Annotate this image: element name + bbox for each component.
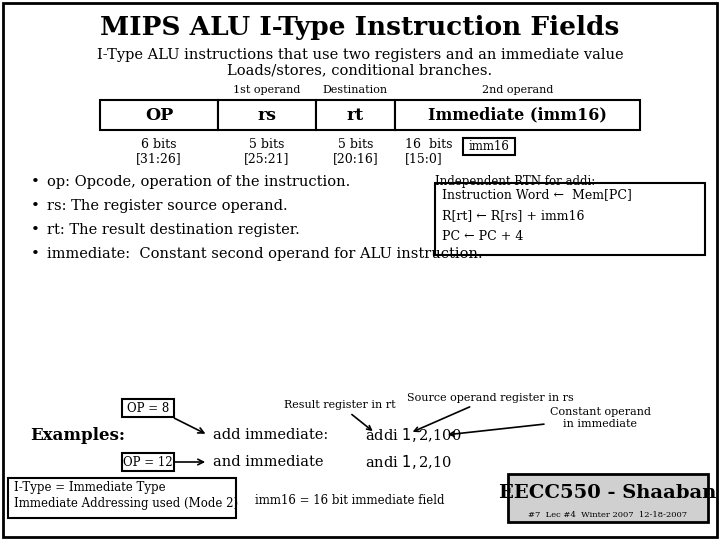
Text: Instruction Word ←  Mem[PC]: Instruction Word ← Mem[PC]	[442, 188, 632, 201]
Text: Loads/stores, conditional branches.: Loads/stores, conditional branches.	[228, 63, 492, 77]
Text: 5 bits: 5 bits	[249, 138, 284, 151]
Text: [25:21]: [25:21]	[244, 152, 289, 165]
Text: Immediate Addressing used (Mode 2): Immediate Addressing used (Mode 2)	[14, 497, 238, 510]
Text: [20:16]: [20:16]	[333, 152, 378, 165]
Text: 5 bits: 5 bits	[338, 138, 373, 151]
Text: [31:26]: [31:26]	[136, 152, 181, 165]
Bar	[100, 100, 218, 130]
Text: Immediate (imm16): Immediate (imm16)	[428, 106, 607, 124]
Text: PC ← PC + 4: PC ← PC + 4	[442, 231, 523, 244]
Bar	[218, 100, 316, 130]
Bar	[435, 183, 705, 255]
Text: Source operand register in rs: Source operand register in rs	[407, 393, 573, 431]
Text: 2nd operand: 2nd operand	[482, 85, 553, 95]
Text: rt: The result destination register.: rt: The result destination register.	[47, 223, 300, 237]
Text: I-Type = Immediate Type: I-Type = Immediate Type	[14, 482, 166, 495]
Text: add immediate:: add immediate:	[213, 428, 328, 442]
Text: MIPS ALU I-Type Instruction Fields: MIPS ALU I-Type Instruction Fields	[100, 16, 620, 40]
Text: imm16: imm16	[468, 140, 509, 153]
Bar	[395, 100, 640, 130]
Text: Constant operand
in immediate: Constant operand in immediate	[449, 407, 650, 436]
Text: rs: rs	[258, 106, 276, 124]
Text: rs: The register source operand.: rs: The register source operand.	[47, 199, 287, 213]
Text: 16  bits: 16 bits	[405, 138, 452, 151]
Bar	[122, 399, 174, 417]
Text: OP: OP	[145, 106, 173, 124]
Text: and immediate: and immediate	[213, 455, 323, 469]
Text: Destination: Destination	[323, 85, 388, 95]
Text: R[rt] ← R[rs] + imm16: R[rt] ← R[rs] + imm16	[442, 210, 585, 222]
Bar	[8, 478, 236, 518]
Text: addi $1,$2,100: addi $1,$2,100	[365, 426, 462, 444]
Text: #7  Lec #4  Winter 2007  12-18-2007: #7 Lec #4 Winter 2007 12-18-2007	[528, 511, 688, 519]
Text: OP = 12: OP = 12	[123, 456, 173, 469]
Text: andi $1,$2,10: andi $1,$2,10	[365, 453, 452, 471]
Text: imm16 = 16 bit immediate field: imm16 = 16 bit immediate field	[255, 494, 444, 507]
Bar	[462, 138, 515, 155]
Bar	[316, 100, 395, 130]
Text: •: •	[30, 199, 40, 213]
Text: [15:0]: [15:0]	[405, 152, 442, 165]
Text: I-Type ALU instructions that use two registers and an immediate value: I-Type ALU instructions that use two reg…	[96, 48, 624, 62]
Text: 1st operand: 1st operand	[233, 85, 300, 95]
Text: Examples:: Examples:	[30, 427, 125, 443]
Text: 6 bits: 6 bits	[141, 138, 176, 151]
Text: •: •	[30, 247, 40, 261]
Text: •: •	[30, 175, 40, 189]
Text: Result register in rt: Result register in rt	[284, 400, 396, 430]
Text: immediate:  Constant second operand for ALU instruction.: immediate: Constant second operand for A…	[47, 247, 482, 261]
Bar	[122, 453, 174, 471]
Text: rt: rt	[346, 106, 364, 124]
Bar	[508, 474, 708, 522]
Text: OP = 8: OP = 8	[127, 402, 169, 415]
Text: op: Opcode, operation of the instruction.: op: Opcode, operation of the instruction…	[47, 175, 350, 189]
Text: Independent RTN for addi:: Independent RTN for addi:	[435, 175, 595, 188]
Text: EECC550 - Shaaban: EECC550 - Shaaban	[499, 484, 716, 502]
Text: •: •	[30, 223, 40, 237]
